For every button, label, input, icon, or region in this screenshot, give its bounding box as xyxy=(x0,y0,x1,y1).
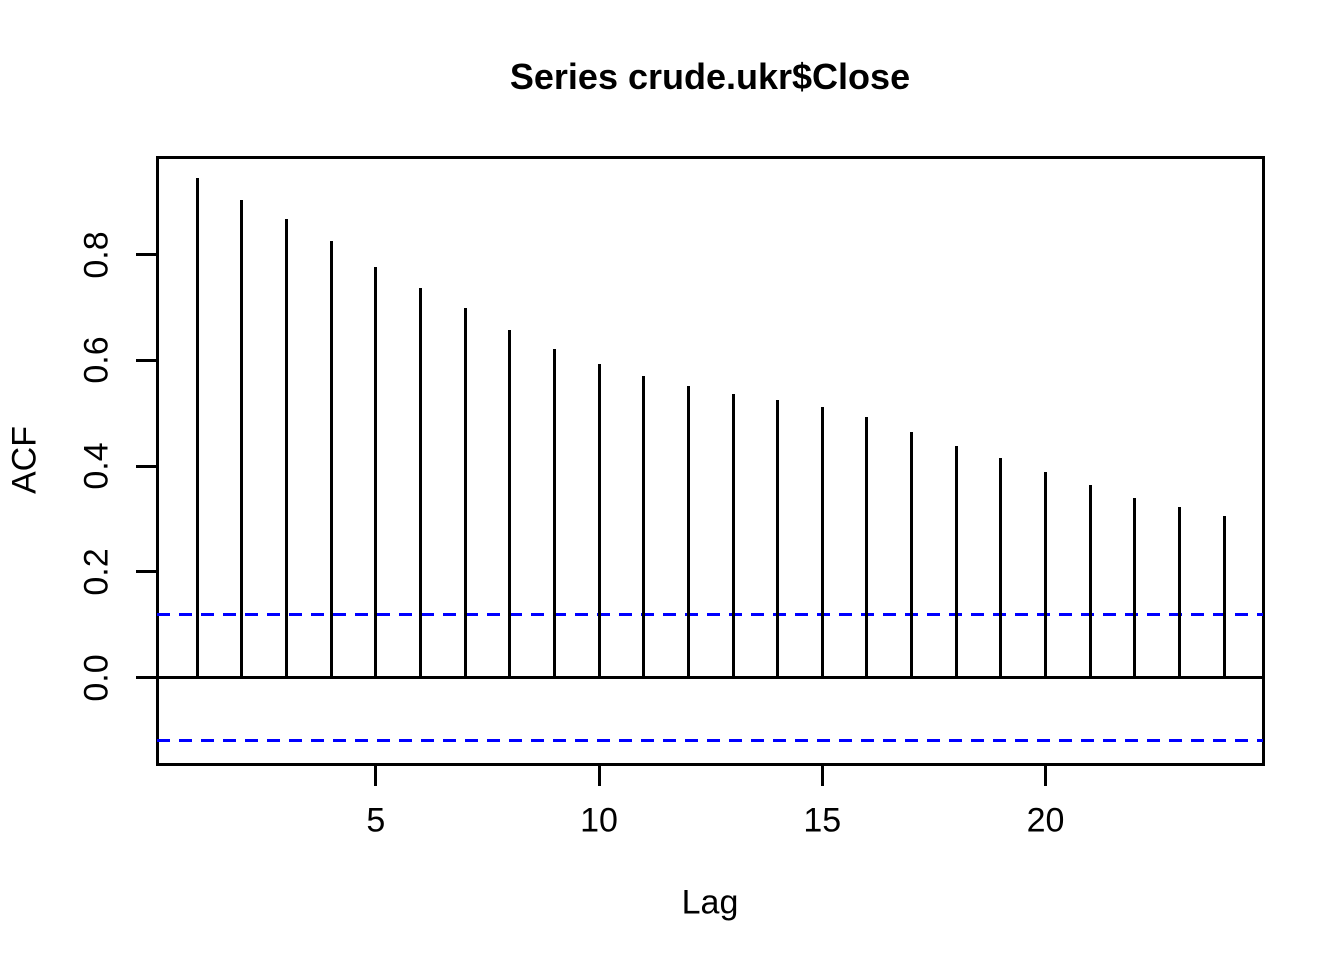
acf-spike-lag-10 xyxy=(597,363,601,678)
acf-spike-lag-2 xyxy=(240,199,244,678)
confidence-bound-upper xyxy=(157,612,1263,616)
acf-spike-lag-5 xyxy=(374,267,378,678)
acf-spike-lag-15 xyxy=(820,407,824,678)
x-tick-10 xyxy=(597,765,601,786)
y-tick-0.8 xyxy=(135,253,156,256)
x-tick-5 xyxy=(374,765,378,786)
y-tick-0.0 xyxy=(135,676,156,679)
acf-spike-lag-14 xyxy=(776,400,780,678)
acf-spike-lag-20 xyxy=(1044,471,1048,678)
acf-spike-lag-3 xyxy=(285,219,288,678)
acf-spike-lag-12 xyxy=(686,385,690,678)
x-tick-15 xyxy=(820,765,824,786)
x-tick-label-10: 10 xyxy=(580,801,618,840)
acf-spike-lag-21 xyxy=(1088,484,1092,678)
y-tick-0.6 xyxy=(135,358,156,362)
y-tick-label-0.8: 0.8 xyxy=(77,230,116,279)
acf-spike-lag-23 xyxy=(1178,506,1181,678)
acf-spike-lag-13 xyxy=(731,393,735,678)
zero-line xyxy=(157,676,1263,679)
acf-spike-lag-19 xyxy=(999,458,1003,678)
y-tick-0.4 xyxy=(135,464,156,468)
acf-spike-lag-24 xyxy=(1222,515,1226,678)
x-axis-title: Lag xyxy=(681,883,739,922)
y-tick-0.2 xyxy=(135,570,156,574)
x-tick-label-15: 15 xyxy=(803,801,842,840)
acf-spike-lag-8 xyxy=(508,330,512,678)
y-tick-label-0.6: 0.6 xyxy=(77,336,116,384)
x-tick-20 xyxy=(1044,765,1048,786)
confidence-bound-lower xyxy=(157,739,1263,743)
acf-spike-lag-1 xyxy=(195,177,199,678)
x-tick-label-5: 5 xyxy=(366,801,386,840)
acf-spike-lag-4 xyxy=(329,241,333,678)
acf-spike-lag-18 xyxy=(954,445,958,678)
plot-box xyxy=(155,155,1265,766)
y-tick-label-0.0: 0.0 xyxy=(77,653,116,702)
acf-spike-lag-7 xyxy=(463,308,467,678)
acf-spike-lag-9 xyxy=(552,349,556,678)
acf-spike-lag-17 xyxy=(910,431,914,678)
acf-spike-lag-11 xyxy=(642,376,646,678)
acf-spike-lag-6 xyxy=(418,287,422,678)
plot-title: Series crude.ukr$Close xyxy=(509,56,911,97)
acf-spike-lag-22 xyxy=(1133,497,1137,678)
y-tick-label-0.2: 0.2 xyxy=(77,548,116,596)
y-tick-label-0.4: 0.4 xyxy=(77,442,116,490)
acf-spike-lag-16 xyxy=(865,417,869,678)
x-tick-label-20: 20 xyxy=(1026,801,1065,840)
